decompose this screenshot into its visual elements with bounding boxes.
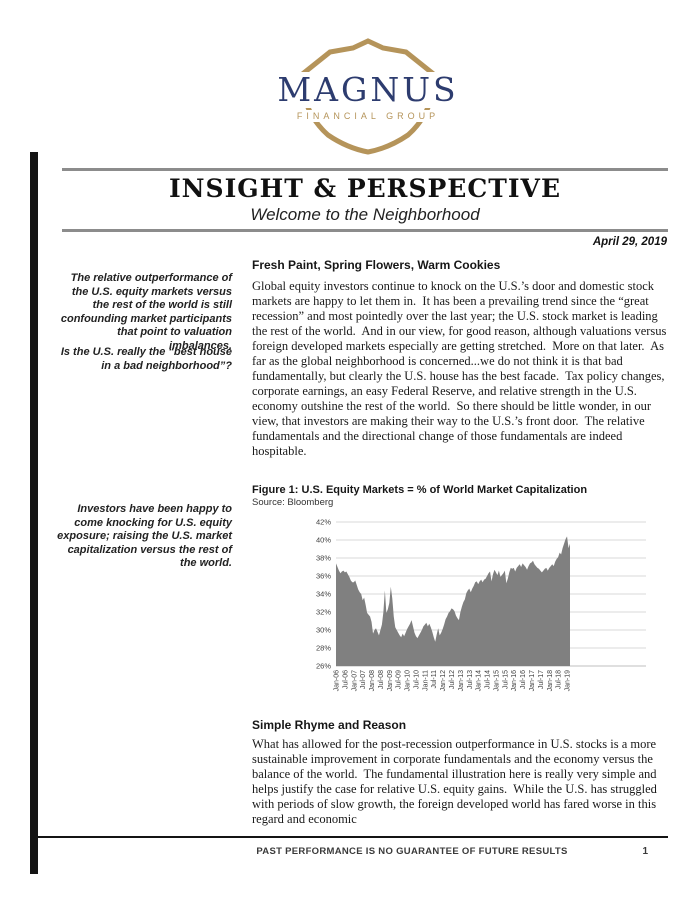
- svg-text:Jul-15: Jul-15: [502, 670, 509, 689]
- svg-text:Jul-07: Jul-07: [360, 670, 367, 689]
- svg-text:42%: 42%: [316, 518, 331, 527]
- svg-text:Jan-10: Jan-10: [405, 670, 412, 692]
- svg-text:Jan-13: Jan-13: [458, 670, 465, 692]
- svg-text:Jan-18: Jan-18: [547, 670, 554, 692]
- svg-text:Jan-09: Jan-09: [387, 670, 394, 692]
- svg-text:Jan-11: Jan-11: [422, 670, 429, 691]
- svg-text:Jul-06: Jul-06: [342, 670, 349, 689]
- logo-tagline: FINANCIAL GROUP: [268, 110, 468, 122]
- left-border-rule: [30, 152, 38, 874]
- svg-text:Jan-14: Jan-14: [476, 670, 483, 692]
- svg-text:30%: 30%: [316, 626, 331, 635]
- footer-disclaimer: PAST PERFORMANCE IS NO GUARANTEE OF FUTU…: [256, 846, 568, 857]
- section-heading: Simple Rhyme and Reason: [252, 718, 407, 732]
- svg-text:Jul-18: Jul-18: [556, 670, 563, 689]
- svg-text:36%: 36%: [316, 572, 331, 581]
- svg-text:32%: 32%: [316, 608, 331, 617]
- svg-text:Jul-10: Jul-10: [413, 670, 420, 689]
- svg-text:28%: 28%: [316, 644, 331, 653]
- svg-text:Jan-15: Jan-15: [493, 670, 500, 692]
- svg-text:Jan-16: Jan-16: [511, 670, 518, 692]
- svg-text:Jul-16: Jul-16: [520, 670, 527, 689]
- svg-text:34%: 34%: [316, 590, 331, 599]
- masthead-rule-top: [62, 168, 668, 171]
- svg-text:Jul-12: Jul-12: [449, 670, 456, 689]
- footer-rule: [30, 836, 668, 838]
- figure-source: Source: Bloomberg: [252, 497, 334, 508]
- issue-date: April 29, 2019: [592, 236, 667, 248]
- svg-text:Jul-11: Jul-11: [431, 670, 438, 689]
- article-paragraph: Global equity investors continue to knoc…: [252, 279, 670, 458]
- svg-text:Jan-08: Jan-08: [369, 670, 376, 692]
- svg-text:Jan-19: Jan-19: [565, 670, 572, 692]
- figure1-area-chart: 42% 40% 38% 36% 34% 32% 30% 28% 26% Jan-06 Jul-06 J…: [300, 514, 652, 710]
- svg-text:Jul-17: Jul-17: [538, 670, 545, 689]
- logo-wordmark: MAGNUS: [268, 72, 468, 108]
- figure-caption: Figure 1: U.S. Equity Markets = % of Wor…: [252, 484, 588, 496]
- svg-text:Jul-09: Jul-09: [396, 670, 403, 689]
- svg-text:Jul-13: Jul-13: [467, 670, 474, 689]
- article-paragraph: What has allowed for the post-recession …: [252, 737, 661, 826]
- svg-text:Jul-08: Jul-08: [378, 670, 385, 689]
- chart-canvas: 42%40%38%36%34%32%30%28%26%Jan-06 Jul-06 J…: [316, 518, 646, 692]
- svg-text:Jan-06: Jan-06: [334, 670, 341, 692]
- newsletter-title: INSIGHT & PERSPECTIVE: [168, 174, 562, 203]
- margin-note: Is the U.S. really the “best house in a …: [60, 346, 232, 372]
- margin-note: Investors have been happy to come knocki…: [57, 503, 232, 569]
- svg-text:26%: 26%: [316, 662, 331, 671]
- svg-text:Jan-17: Jan-17: [529, 670, 536, 692]
- page-number: 1: [642, 846, 648, 857]
- svg-text:Jul-14: Jul-14: [485, 670, 492, 689]
- svg-text:38%: 38%: [316, 554, 331, 563]
- svg-text:Jan-12: Jan-12: [440, 670, 447, 692]
- margin-note: The relative outperformance of the U.S. …: [60, 272, 232, 352]
- section-heading: Fresh Paint, Spring Flowers, Warm Cookie…: [252, 258, 501, 272]
- magnus-logo: MAGNUS FINANCIAL GROUP: [268, 34, 468, 160]
- newsletter-subtitle: Welcome to the Neighborhood: [250, 205, 480, 224]
- svg-text:Jan-07: Jan-07: [351, 670, 358, 692]
- svg-text:40%: 40%: [316, 536, 331, 545]
- masthead-rule-bottom: [62, 229, 668, 232]
